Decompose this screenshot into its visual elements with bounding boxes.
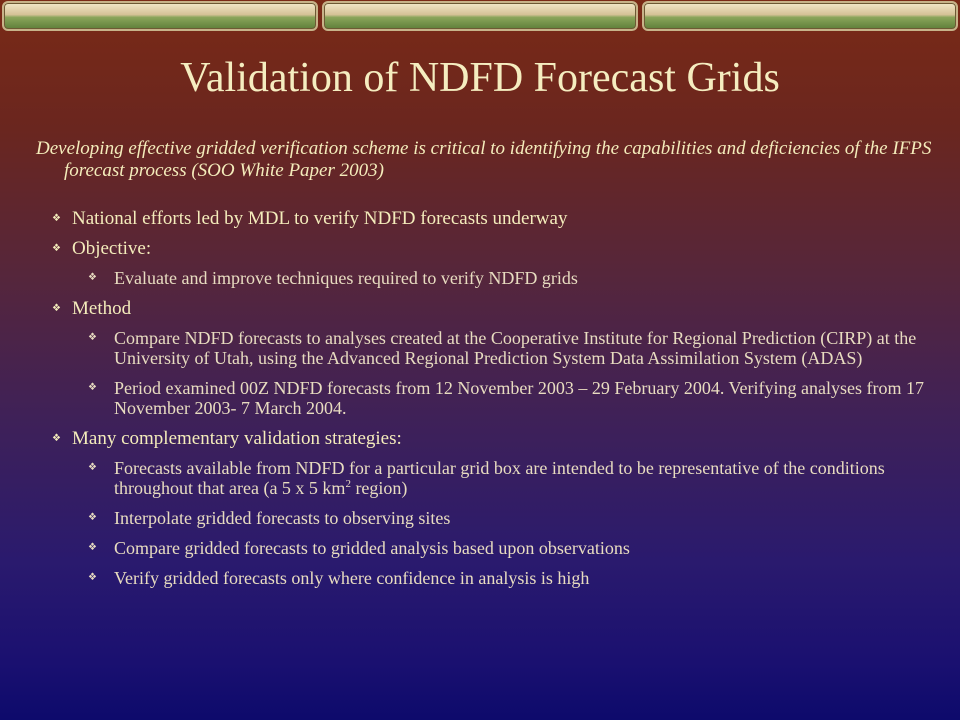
sub-bullet-strategies-2: ❖ Interpolate gridded forecasts to obser… (88, 508, 451, 528)
sub-bullet-strategies-4: ❖ Verify gridded forecasts only where co… (88, 568, 590, 588)
diamond-bullet-icon: ❖ (88, 272, 97, 283)
diamond-bullet-icon: ❖ (88, 382, 97, 393)
bullet-method: ❖ Method (52, 298, 132, 319)
sub-bullet-objective: ❖ Evaluate and improve techniques requir… (88, 268, 578, 288)
border-tile (642, 1, 958, 31)
diamond-bullet-icon: ❖ (52, 433, 61, 444)
diamond-bullet-icon: ❖ (88, 542, 97, 553)
bullet-objective: ❖ Objective: (52, 238, 152, 259)
bullet-strategies: ❖ Many complementary validation strategi… (52, 428, 402, 449)
diamond-bullet-icon: ❖ (88, 572, 97, 583)
diamond-bullet-icon: ❖ (52, 243, 61, 254)
sub-bullet-method-1: ❖ Compare NDFD forecasts to analyses cre… (88, 328, 917, 368)
sub-bullet-method-2: ❖ Period examined 00Z NDFD forecasts fro… (88, 378, 924, 418)
decorative-border (0, 0, 960, 31)
slide-title: Validation of NDFD Forecast Grids (180, 55, 780, 101)
border-tile (322, 1, 638, 31)
sub-bullet-strategies-1: ❖ Forecasts available from NDFD for a pa… (88, 458, 885, 498)
diamond-bullet-icon: ❖ (88, 462, 97, 473)
slide-content: Developing effective gridded verificatio… (36, 138, 951, 598)
diamond-bullet-icon: ❖ (88, 512, 97, 523)
sub-bullet-strategies-3: ❖ Compare gridded forecasts to gridded a… (88, 538, 630, 558)
diamond-bullet-icon: ❖ (88, 332, 97, 343)
intro-text: Developing effective gridded verificatio… (36, 138, 932, 181)
border-tile (2, 1, 318, 31)
diamond-bullet-icon: ❖ (52, 213, 61, 224)
bullet-national-efforts: ❖ National efforts led by MDL to verify … (52, 208, 568, 229)
diamond-bullet-icon: ❖ (52, 303, 61, 314)
